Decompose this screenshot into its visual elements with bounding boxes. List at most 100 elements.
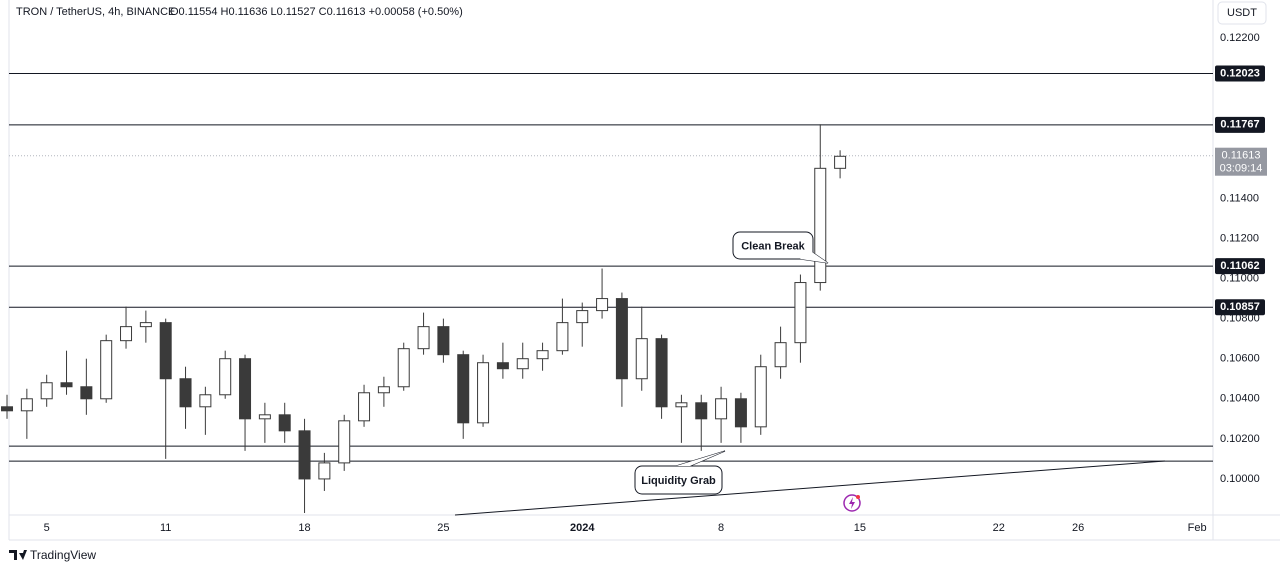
- ohlc-info: O0.11554 H0.11636 L0.11527 C0.11613 +0.0…: [170, 6, 463, 18]
- y-tick-label: 0.10200: [1220, 433, 1260, 445]
- candle-body: [635, 338, 648, 380]
- candle: [397, 342, 410, 391]
- candle: [80, 358, 93, 415]
- candle-body: [298, 430, 311, 480]
- candle: [536, 342, 549, 371]
- candle-body: [695, 402, 708, 420]
- callout-box: [732, 231, 814, 260]
- level-label: 0.11062: [1220, 260, 1259, 272]
- candle-body: [139, 322, 152, 328]
- candle-body: [794, 282, 807, 344]
- countdown-label: 03:09:14: [1220, 163, 1263, 175]
- candle-body: [159, 322, 172, 380]
- x-tick-label: 18: [298, 522, 310, 534]
- candle: [615, 292, 628, 407]
- candle-body: [536, 350, 549, 360]
- candle-body: [397, 348, 410, 388]
- candle: [358, 384, 371, 427]
- candle-body: [615, 298, 628, 380]
- y-tick-label: 0.11000: [1220, 272, 1259, 284]
- candle-body: [457, 354, 470, 424]
- candle: [179, 366, 192, 429]
- candle-body: [258, 414, 271, 420]
- level-label-box: [1215, 299, 1265, 316]
- x-tick-label: 11: [160, 522, 171, 534]
- y-tick-label: 0.10800: [1220, 313, 1260, 325]
- candle: [576, 302, 589, 347]
- candle-body: [179, 378, 192, 408]
- candle: [457, 350, 470, 439]
- candle-body: [80, 386, 93, 400]
- candle: [40, 374, 53, 407]
- candle: [417, 312, 430, 355]
- candle: [278, 402, 291, 443]
- candle: [774, 326, 787, 379]
- candle-body: [358, 392, 371, 422]
- candle: [377, 376, 390, 407]
- candle-body: [239, 358, 252, 420]
- candle: [1, 394, 14, 419]
- candle-body: [20, 398, 33, 412]
- last-price-label: 0.11613: [1222, 150, 1261, 162]
- candle: [477, 354, 490, 427]
- y-tick-label: 0.11400: [1220, 192, 1259, 204]
- y-tick-label: 0.12200: [1220, 32, 1260, 44]
- level-label-box: [1215, 258, 1265, 275]
- candle: [675, 394, 688, 443]
- candle-body: [496, 362, 509, 370]
- candle: [258, 402, 271, 443]
- candle: [20, 388, 33, 439]
- candle: [734, 392, 747, 443]
- x-tick-label: 26: [1072, 522, 1084, 534]
- candle: [834, 150, 847, 179]
- candle-body: [60, 382, 73, 388]
- candle-body: [437, 326, 450, 356]
- candle-body: [100, 340, 113, 400]
- y-tick-label: 0.11200: [1220, 232, 1259, 244]
- candle: [556, 298, 569, 355]
- candle-body: [219, 358, 232, 396]
- y-tick-label: 0.10600: [1220, 353, 1260, 365]
- candle-body: [1, 406, 14, 412]
- level-label: 0.11767: [1220, 119, 1259, 131]
- level-label: 0.12023: [1220, 67, 1260, 79]
- candle-body: [318, 462, 331, 480]
- candle: [516, 342, 529, 379]
- currency-button[interactable]: [1217, 1, 1267, 25]
- candle: [338, 414, 351, 471]
- callout-tail-cover: [800, 252, 828, 263]
- candle: [298, 418, 311, 513]
- level-label-box: [1215, 116, 1265, 133]
- candle-body: [655, 338, 668, 408]
- candle-body: [715, 398, 728, 420]
- y-tick-label: 0.10400: [1220, 393, 1260, 405]
- candle: [794, 274, 807, 363]
- candle: [139, 310, 152, 343]
- candle-body: [477, 362, 490, 424]
- candle-body: [754, 366, 767, 428]
- candle: [715, 386, 728, 443]
- candle: [219, 350, 232, 399]
- candle: [695, 394, 708, 451]
- candle: [437, 318, 450, 363]
- candle-body: [675, 402, 688, 408]
- callout-text: Clean Break: [741, 240, 805, 252]
- candle-body: [834, 155, 847, 169]
- symbol-title: TRON / TetherUS, 4h, BINANCE: [16, 6, 175, 18]
- candle-body: [774, 342, 787, 368]
- candle: [814, 124, 827, 291]
- candle: [120, 306, 133, 349]
- brand-text: TradingView: [30, 548, 96, 562]
- flash-icon[interactable]: [843, 494, 861, 512]
- level-label: 0.10857: [1220, 301, 1260, 313]
- trend-line: [454, 460, 1166, 516]
- x-tick-label: 15: [854, 522, 866, 534]
- callout-text: Liquidity Grab: [641, 475, 716, 487]
- candle-body: [576, 310, 589, 324]
- candle: [496, 342, 509, 379]
- currency-label[interactable]: USDT: [1227, 7, 1257, 19]
- tradingview-logo: [9, 550, 27, 560]
- x-tick-label: 8: [718, 522, 724, 534]
- x-tick-label: 22: [993, 522, 1005, 534]
- candle-body: [120, 326, 133, 342]
